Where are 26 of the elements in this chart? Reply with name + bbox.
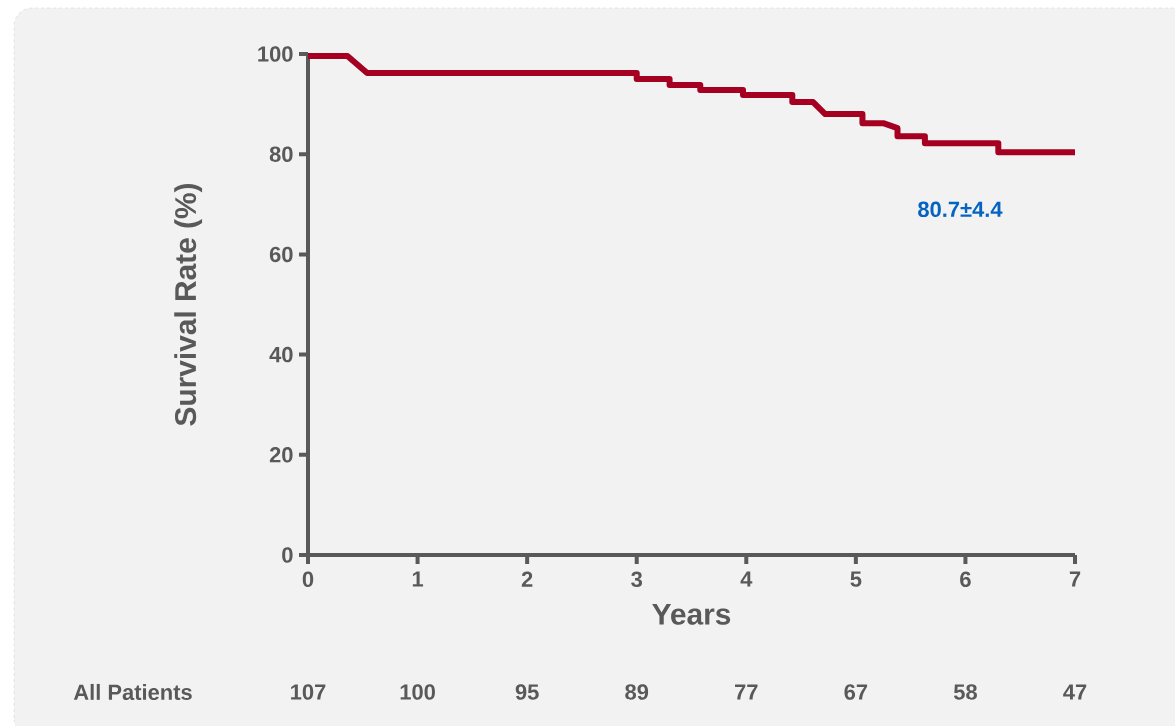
x-tick-label: 5 — [850, 571, 862, 587]
annotation: 80.7±4.4 — [918, 201, 1003, 218]
y-tick-label: 0 — [282, 547, 293, 563]
x-tick-label: 7 — [1069, 571, 1081, 587]
y-tick-label: 60 — [269, 246, 293, 263]
y-tick-label: 20 — [269, 447, 293, 463]
y-axis-title: Survival Rate (%) — [174, 183, 203, 426]
text: 107 — [291, 684, 326, 700]
y-tick-label: 100 — [258, 46, 293, 62]
text: 100 — [400, 684, 435, 700]
x-tick-label: 0 — [302, 571, 314, 588]
x-tick-label: 2 — [521, 571, 533, 587]
x-tick-label: 3 — [631, 571, 643, 588]
text: 67 — [844, 684, 868, 700]
text: All Patients — [73, 683, 192, 701]
text: 89 — [625, 684, 649, 700]
x-tick-label: 4 — [740, 571, 753, 587]
text: 47 — [1063, 684, 1087, 700]
x-tick-label: 1 — [412, 571, 424, 587]
text: 58 — [953, 684, 977, 700]
y-tick-label: 80 — [269, 146, 293, 162]
x-tick-label: 6 — [960, 571, 971, 588]
x-axis-title: Years — [652, 603, 731, 625]
text: 95 — [515, 684, 539, 700]
y-tick-label: 40 — [269, 346, 293, 363]
text: 77 — [735, 684, 758, 700]
